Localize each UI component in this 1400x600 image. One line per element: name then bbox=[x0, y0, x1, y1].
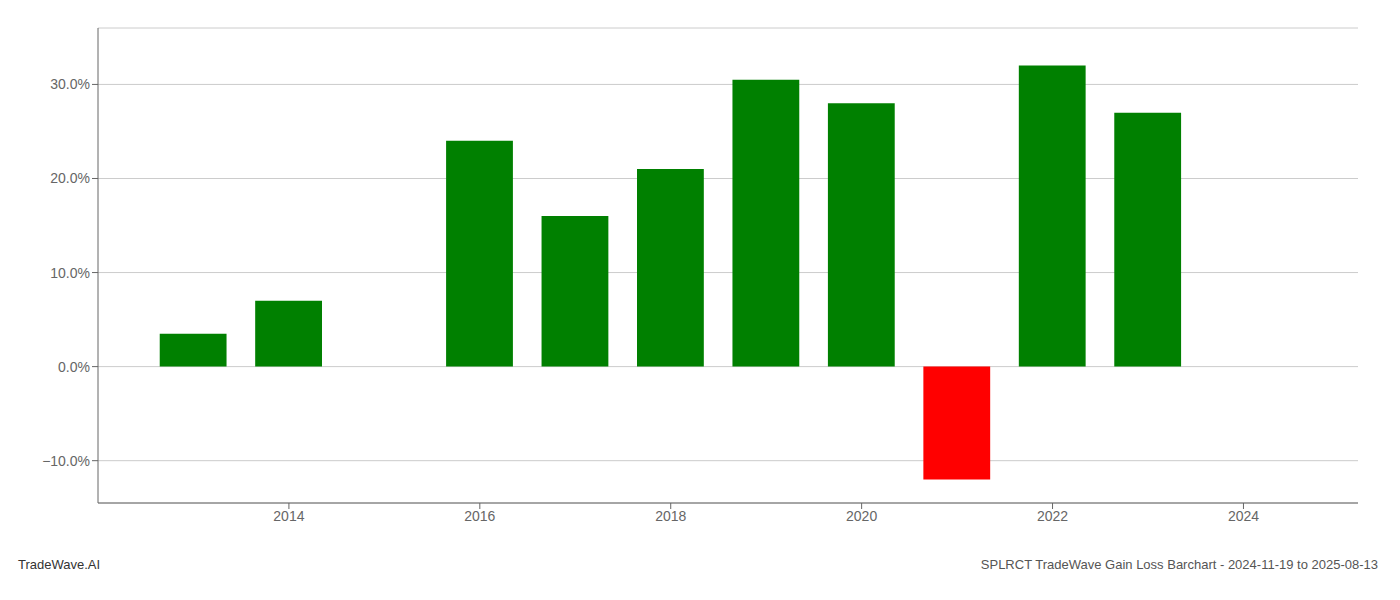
html-text:TradeWave.AI: TradeWave.AI bbox=[18, 557, 101, 572]
svg-text:20.0%: 20.0% bbox=[50, 170, 90, 186]
svg-text:10.0%: 10.0% bbox=[50, 265, 90, 281]
svg-text:−10.0%: −10.0% bbox=[42, 453, 90, 469]
html-text:SPLRCT TradeWave Gain Loss Bar: SPLRCT TradeWave Gain Loss Barchart - 20… bbox=[980, 557, 1378, 572]
svg-text:2018: 2018 bbox=[655, 508, 686, 524]
svg-text:2022: 2022 bbox=[1037, 508, 1068, 524]
svg-text:2020: 2020 bbox=[846, 508, 877, 524]
svg-text:0.0%: 0.0% bbox=[58, 359, 90, 375]
svg-text:2014: 2014 bbox=[273, 508, 304, 524]
svg-text:30.0%: 30.0% bbox=[50, 76, 90, 92]
svg-text:2024: 2024 bbox=[1228, 508, 1259, 524]
svg-text:2016: 2016 bbox=[464, 508, 495, 524]
